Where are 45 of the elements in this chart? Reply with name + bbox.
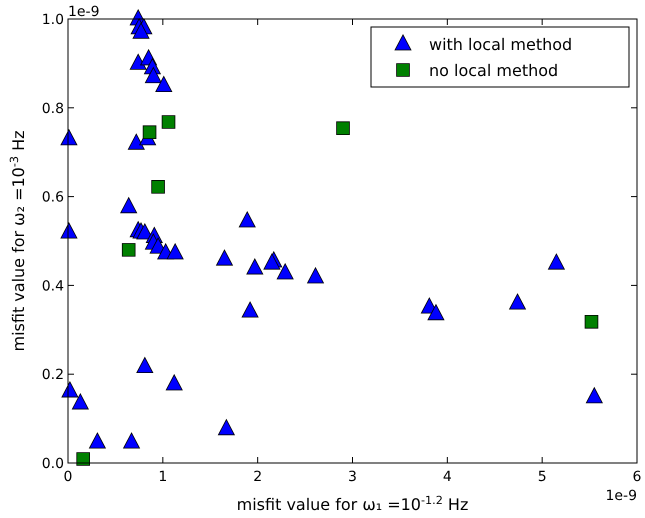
point <box>72 393 89 410</box>
legend-label: no local method <box>429 61 558 80</box>
point <box>132 22 150 39</box>
point <box>166 243 184 260</box>
point <box>238 211 256 228</box>
y-tick-label: 1.0 <box>42 12 64 28</box>
y-tick-label: 0.6 <box>42 190 64 206</box>
point <box>216 250 233 266</box>
point <box>120 197 138 214</box>
x-tick-label: 4 <box>442 469 452 485</box>
point <box>166 374 183 390</box>
point <box>276 263 294 280</box>
annotation: 1e-9 <box>68 4 100 20</box>
x-tick-label: 5 <box>538 469 547 485</box>
text: 1e-9 <box>606 488 637 504</box>
point <box>130 54 147 70</box>
point <box>60 129 78 146</box>
point <box>123 432 140 449</box>
x-tick-label: 3 <box>348 469 357 485</box>
point <box>307 267 324 284</box>
point <box>155 76 172 92</box>
y-tick-label: 0.2 <box>42 367 64 384</box>
point <box>144 67 162 84</box>
point <box>136 357 154 374</box>
point <box>218 419 235 436</box>
point <box>586 387 603 404</box>
x-tick-label: 2 <box>253 469 262 485</box>
point <box>242 302 258 318</box>
x-tick-label: 0 <box>64 469 72 485</box>
point <box>128 134 145 150</box>
point <box>246 258 264 274</box>
point <box>89 432 106 449</box>
x-axis-title: misfit value for ω₁ =10$^{-1.2}$ Hz <box>236 494 468 514</box>
legend-label: with local method <box>429 35 572 54</box>
point <box>61 381 78 398</box>
point <box>509 294 526 310</box>
x-tick-label: 6 <box>632 469 642 485</box>
x-tick-label: 1 <box>158 469 168 485</box>
y-tick-label: 0.8 <box>42 100 64 117</box>
point <box>76 452 90 466</box>
y-tick-label: 0.4 <box>42 278 64 294</box>
point <box>428 304 444 320</box>
point <box>548 254 565 270</box>
y-tick-label: 0.0 <box>42 456 64 472</box>
point <box>60 222 78 239</box>
